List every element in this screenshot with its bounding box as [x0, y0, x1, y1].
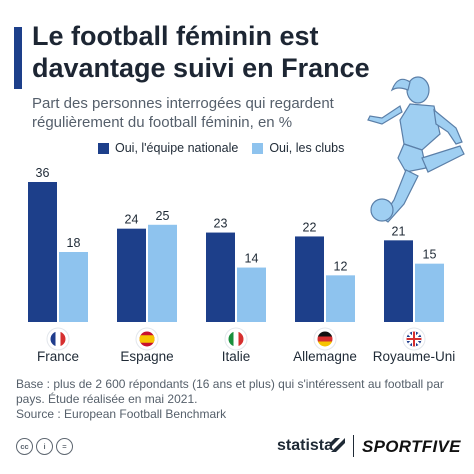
bar-italie-series-1 [206, 232, 235, 322]
footer: cc i = statista SPORTFIVE [0, 432, 474, 472]
flag-italy-icon [224, 327, 248, 351]
legend-item-national: Oui, l'équipe nationale [98, 141, 238, 155]
data-label: 23 [214, 217, 228, 231]
bar-espagne-series-2 [148, 224, 177, 322]
bar-allemagne-series-1 [295, 236, 324, 322]
category-label: Espagne [120, 349, 173, 364]
statista-mark-icon [331, 438, 345, 452]
data-label: 36 [36, 166, 50, 180]
flag-uk-icon [402, 327, 426, 351]
flag-france-icon [46, 327, 70, 351]
legend-swatch-clubs [252, 142, 264, 154]
bar-france-series-2 [59, 252, 88, 322]
flag-graphic [228, 331, 244, 347]
data-label: 25 [156, 209, 170, 223]
legend-label-national: Oui, l'équipe nationale [115, 141, 239, 155]
flag-graphic [50, 331, 66, 347]
data-label: 15 [423, 248, 437, 262]
flag-graphic [406, 331, 422, 347]
flag-spain-icon [135, 327, 159, 351]
legend-swatch-national [98, 142, 109, 154]
chart-subtitle: Part des personnes interrogées qui regar… [32, 95, 334, 131]
legend-label-clubs: Oui, les clubs [269, 141, 345, 155]
category-label: Royaume-Uni [373, 349, 456, 364]
bar-royaume-uni-series-1 [384, 240, 413, 322]
bar-royaume-uni-series-2 [415, 263, 444, 322]
data-label: 22 [303, 220, 317, 234]
flag-germany-icon [313, 327, 337, 351]
flag-graphic [317, 331, 333, 347]
title-accent-bar [14, 27, 22, 89]
flag-graphic [139, 331, 155, 347]
bar-italie-series-2 [237, 267, 266, 322]
chart-legend: Oui, l'équipe nationale Oui, les clubs [98, 141, 344, 155]
category-label: Allemagne [293, 349, 357, 364]
football-player-illustration [367, 76, 465, 223]
data-label: 24 [125, 213, 139, 227]
cc-nd-icon: = [56, 438, 73, 455]
footnote: Base : plus de 2 600 répondants (16 ans … [16, 377, 446, 422]
category-label: France [37, 349, 79, 364]
bar-espagne-series-1 [117, 228, 146, 322]
bar-allemagne-series-2 [326, 275, 355, 322]
category-label: Italie [222, 349, 251, 364]
legend-item-clubs: Oui, les clubs [252, 141, 344, 155]
sportfive-logo[interactable]: SPORTFIVE [362, 437, 461, 456]
data-label: 18 [67, 236, 81, 250]
bar-france-series-1 [28, 182, 57, 322]
data-label: 12 [334, 259, 348, 273]
statista-logo[interactable]: statista [277, 437, 334, 454]
footnote-base: Base : plus de 2 600 répondants (16 ans … [16, 377, 444, 406]
data-label: 14 [245, 252, 259, 266]
chart-title: Le football féminin est davantage suivi … [32, 21, 370, 83]
cc-icon: cc [16, 438, 33, 455]
footer-divider [353, 435, 354, 457]
creative-commons-badges[interactable]: cc i = [16, 438, 73, 455]
footnote-source: Source : European Football Benchmark [16, 407, 227, 421]
cc-by-icon: i [36, 438, 53, 455]
